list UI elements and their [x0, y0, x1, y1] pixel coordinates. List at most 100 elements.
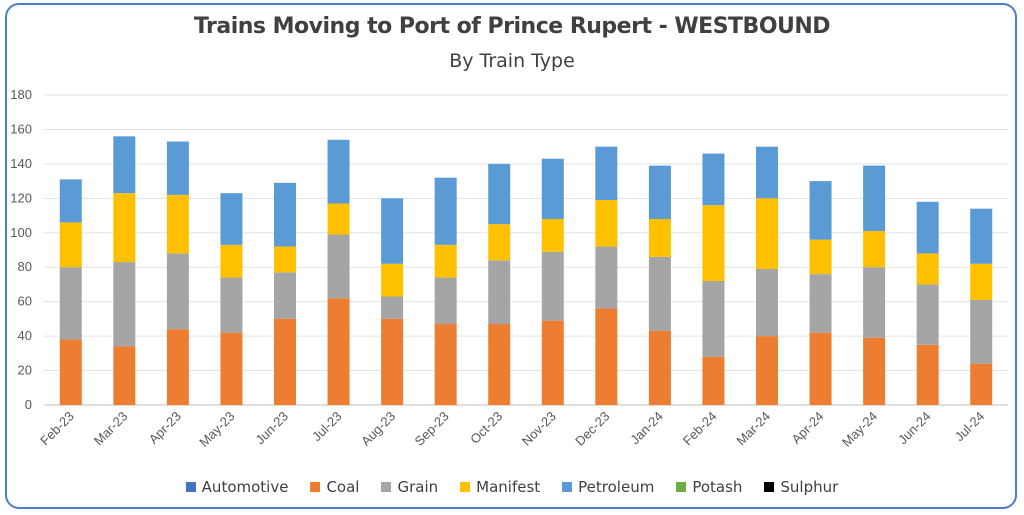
- bar-segment-coal: [434, 324, 457, 405]
- x-tick-label: Aug-23: [358, 409, 398, 449]
- bar-segment-coal: [113, 346, 136, 405]
- legend-item-sulphur: Sulphur: [764, 478, 838, 496]
- y-tick-label: 160: [10, 121, 32, 136]
- x-tick-label: Jul-24: [952, 409, 988, 445]
- bar-segment-petroleum: [756, 146, 778, 199]
- legend-label: Potash: [692, 478, 743, 496]
- bar-segment-petroleum: [916, 201, 939, 254]
- bar-segment-manifest: [916, 253, 939, 285]
- bar-segment-coal: [970, 363, 993, 405]
- bar-segment-grain: [113, 262, 136, 347]
- bar-segment-petroleum: [59, 179, 82, 223]
- bar-segment-coal: [541, 320, 564, 405]
- bar-segment-grain: [595, 246, 618, 309]
- legend-item-potash: Potash: [676, 478, 742, 496]
- x-tick-label: Feb-23: [37, 409, 77, 449]
- bar-segment-manifest: [595, 200, 618, 247]
- chart-subtitle: By Train Type: [449, 50, 575, 72]
- bar-segment-manifest: [970, 263, 993, 300]
- bar-segment-petroleum: [541, 158, 564, 219]
- x-tick-label: May-23: [196, 409, 237, 450]
- y-tick-label: 60: [18, 294, 32, 309]
- bar-segment-coal: [59, 339, 82, 405]
- bar-segment-petroleum: [434, 177, 457, 245]
- legend-swatch: [460, 482, 471, 492]
- bar-segment-grain: [381, 296, 404, 319]
- legend-swatch: [310, 482, 321, 492]
- x-tick-label: Jun-23: [252, 409, 291, 448]
- bar-segment-petroleum: [863, 165, 886, 232]
- bar-segment-coal: [756, 336, 778, 405]
- y-tick-label: 180: [10, 87, 32, 102]
- bar-segment-grain: [863, 267, 886, 338]
- y-tick-label: 120: [10, 190, 32, 205]
- x-tick-label: Jan-24: [627, 409, 666, 448]
- x-tick-label: Mar-23: [91, 409, 131, 449]
- bar-segment-petroleum: [274, 182, 296, 247]
- legend-swatch: [185, 482, 196, 492]
- bar-segment-manifest: [756, 198, 778, 269]
- bar-segment-grain: [488, 260, 511, 325]
- legend-label: Grain: [397, 478, 439, 496]
- bar-segment-coal: [274, 318, 296, 405]
- legend-swatch: [764, 482, 775, 492]
- bar-segment-petroleum: [166, 141, 189, 195]
- bar-segment-petroleum: [488, 163, 511, 225]
- x-tick-label: Mar-24: [733, 409, 773, 449]
- legend-swatch: [676, 482, 687, 492]
- bar-segment-manifest: [863, 231, 886, 268]
- chart-legend: Automotive Coal Grain Manifest Petroleum…: [0, 478, 1024, 496]
- bar-segment-coal: [595, 308, 618, 405]
- bar-segment-petroleum: [113, 136, 136, 194]
- bar-segment-petroleum: [220, 193, 243, 245]
- x-tick-label: Feb-24: [680, 409, 720, 449]
- x-tick-label: Apr-24: [788, 409, 826, 447]
- bar-segment-coal: [327, 298, 350, 405]
- bar-segment-manifest: [434, 244, 457, 278]
- bar-segment-coal: [488, 324, 511, 405]
- legend-item-petroleum: Petroleum: [562, 478, 654, 496]
- bar-segment-grain: [970, 299, 993, 364]
- bar-segment-petroleum: [595, 146, 618, 201]
- bar-segment-grain: [274, 272, 296, 319]
- bar-segment-coal: [648, 330, 671, 405]
- bar-segment-grain: [327, 234, 350, 299]
- bar-segment-petroleum: [809, 181, 832, 240]
- bar-segment-manifest: [220, 244, 243, 278]
- bar-segment-grain: [541, 251, 564, 321]
- bar-segment-coal: [220, 332, 243, 405]
- x-tick-label: Nov-23: [519, 409, 559, 449]
- legend-label: Coal: [326, 478, 360, 496]
- bar-segment-grain: [648, 256, 671, 331]
- legend-label: Petroleum: [578, 478, 655, 496]
- x-tick-label: May-24: [839, 409, 880, 450]
- chart-title: Trains Moving to Port of Prince Rupert -…: [193, 14, 831, 39]
- bar-segment-coal: [381, 318, 404, 405]
- legend-item-grain: Grain: [381, 478, 438, 496]
- bar-segment-petroleum: [327, 139, 350, 204]
- bar-segment-grain: [916, 284, 939, 345]
- bar-segment-manifest: [648, 219, 671, 257]
- x-tick-label: Jun-24: [895, 409, 934, 448]
- legend-swatch: [562, 482, 573, 492]
- bar-segment-manifest: [541, 219, 564, 252]
- bar-segment-grain: [166, 253, 189, 330]
- bar-segment-coal: [702, 356, 725, 405]
- bar-segment-manifest: [274, 246, 296, 273]
- bar-segment-manifest: [488, 224, 511, 261]
- legend-label: Sulphur: [780, 478, 839, 496]
- bar-segment-coal: [809, 332, 832, 405]
- bar-segment-coal: [863, 337, 886, 405]
- y-tick-label: 80: [18, 259, 32, 274]
- x-tick-label: Oct-23: [467, 409, 505, 447]
- bar-segment-grain: [702, 281, 725, 357]
- legend-item-manifest: Manifest: [460, 478, 540, 496]
- y-tick-label: 20: [18, 363, 32, 378]
- bar-segment-manifest: [166, 194, 189, 254]
- bar-segment-grain: [220, 277, 243, 333]
- bar-segment-petroleum: [381, 198, 404, 264]
- bar-segment-manifest: [327, 203, 350, 235]
- x-tick-label: Dec-23: [572, 409, 612, 449]
- bar-segment-petroleum: [702, 153, 725, 206]
